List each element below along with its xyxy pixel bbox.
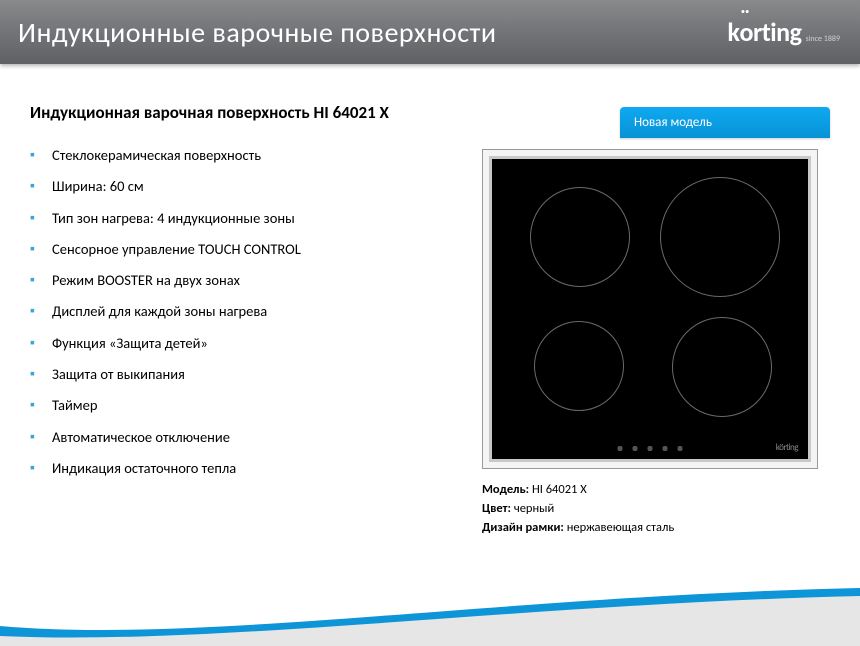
burner-bottom-right — [672, 317, 772, 417]
feature-item: Стеклокерамическая поверхность — [30, 145, 454, 165]
burner-bottom-left — [534, 321, 624, 411]
spec-model: Модель: HI 64021 X — [482, 481, 830, 500]
product-column: Новая модель körting Модель: HI 64021 X — [482, 145, 830, 537]
spec-color: Цвет: черный — [482, 500, 830, 519]
product-specs: Модель: HI 64021 X Цвет: черный Дизайн р… — [482, 481, 830, 537]
feature-item: Защита от выкипания — [30, 364, 454, 384]
spec-frame: Дизайн рамки: нержавеющая сталь — [482, 519, 830, 538]
feature-item: Ширина: 60 см — [30, 176, 454, 196]
control-indicators — [618, 446, 683, 451]
feature-list: Стеклокерамическая поверхность Ширина: 6… — [30, 145, 454, 478]
slide-title: Индукционные варочные поверхности — [18, 15, 497, 50]
feature-item: Тип зон нагрева: 4 индукционные зоны — [30, 208, 454, 228]
burner-top-left — [530, 187, 630, 287]
feature-item: Таймер — [30, 395, 454, 415]
burner-top-right — [660, 177, 780, 297]
new-model-badge: Новая модель — [620, 107, 830, 138]
cooktop-brand-mark: körting — [776, 442, 798, 453]
feature-item: Автоматическое отключение — [30, 427, 454, 447]
feature-item: Дисплей для каждой зоны нагрева — [30, 301, 454, 321]
slide-content: Индукционная варочная поверхность HI 640… — [0, 64, 860, 537]
slide-header: Индукционные варочные поверхности kortin… — [0, 0, 860, 64]
feature-item: Индикация остаточного тепла — [30, 458, 454, 478]
logo-tagline: since 1889 — [805, 34, 840, 44]
features-column: Стеклокерамическая поверхность Ширина: 6… — [30, 145, 454, 537]
cooktop-illustration: körting — [489, 156, 811, 462]
feature-item: Сенсорное управление TOUCH CONTROL — [30, 239, 454, 259]
feature-item: Функция «Защита детей» — [30, 333, 454, 353]
footer-swoosh — [0, 586, 860, 646]
brand-logo: kortingsince 1889 — [728, 16, 840, 48]
product-image-frame: körting — [482, 149, 818, 469]
feature-item: Режим BOOSTER на двух зонах — [30, 270, 454, 290]
